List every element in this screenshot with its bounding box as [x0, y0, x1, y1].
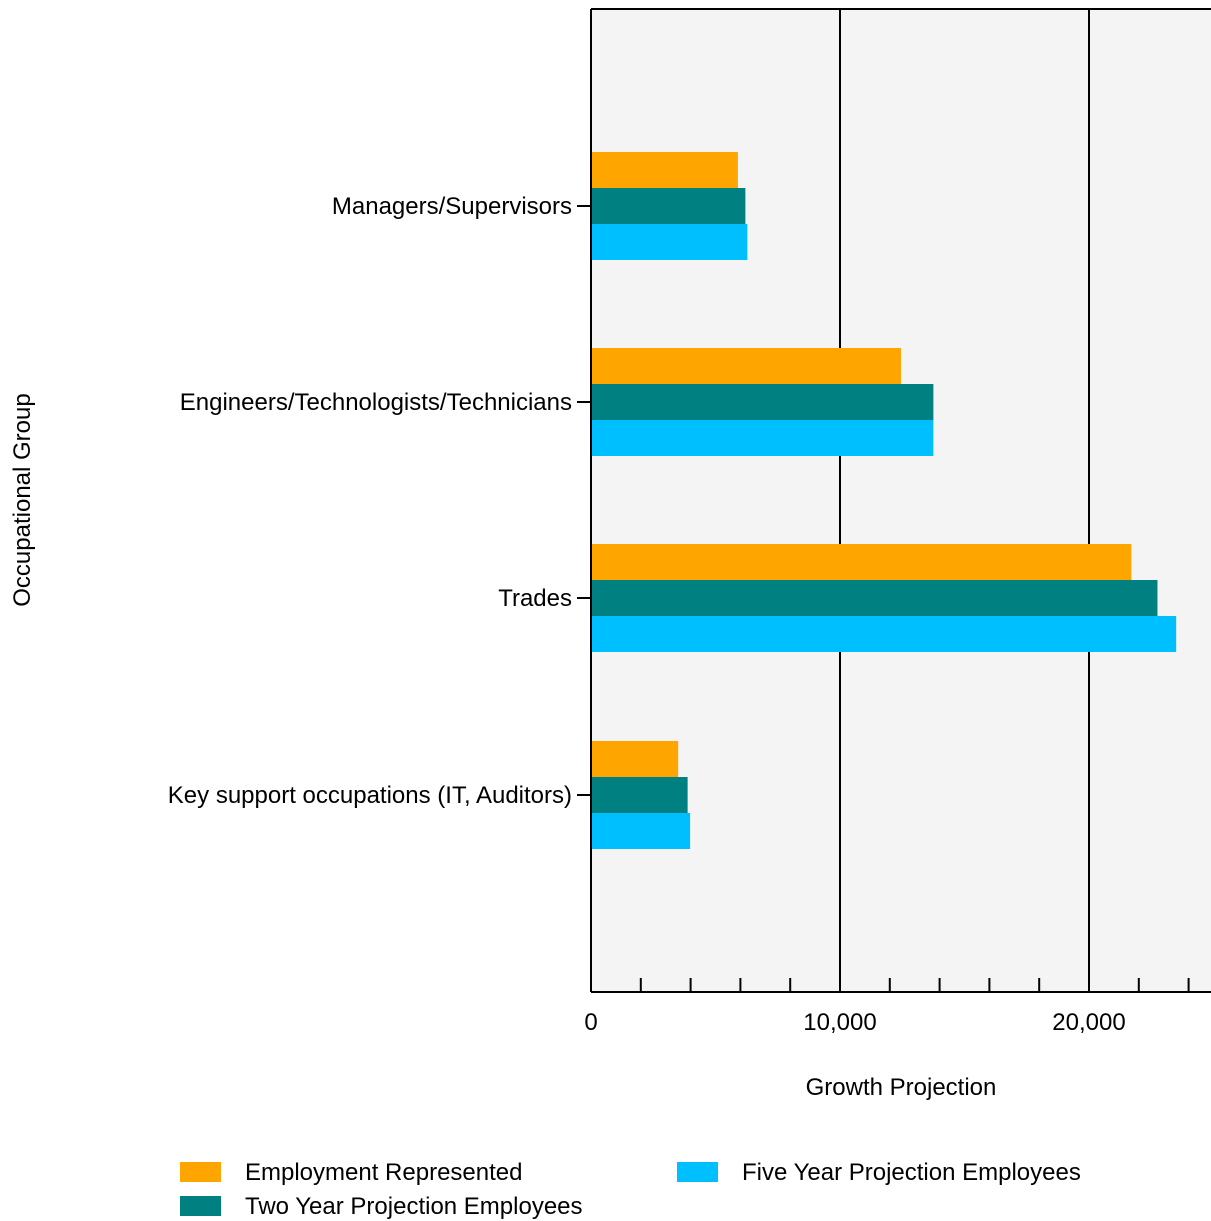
legend-swatch-2 — [677, 1162, 718, 1182]
bar-0-2 — [591, 224, 748, 260]
x-tick-label-0: 0 — [584, 1009, 597, 1036]
x-axis-title: Growth Projection — [806, 1074, 997, 1101]
x-tick-label-2: 20,000 — [1052, 1009, 1125, 1036]
legend-label-1: Two Year Projection Employees — [245, 1193, 583, 1220]
bars — [591, 152, 1177, 849]
legend-swatch-1 — [180, 1196, 221, 1216]
x-tick-label-1: 10,000 — [803, 1009, 876, 1036]
bar-1-0 — [591, 348, 902, 384]
legend-swatch-0 — [180, 1162, 221, 1182]
bar-2-2 — [591, 616, 1177, 652]
bar-2-0 — [591, 544, 1132, 580]
legend: Employment Represented Two Year Projectio… — [180, 1159, 1081, 1220]
bar-2-1 — [591, 580, 1158, 616]
bar-3-2 — [591, 813, 691, 849]
legend-label-0: Employment Represented — [245, 1159, 522, 1186]
bar-0-0 — [591, 152, 738, 188]
bar-1-2 — [591, 420, 934, 456]
category-labels: Managers/Supervisors Engineers/Technologi… — [168, 193, 591, 809]
category-label-1: Engineers/Technologists/Technicians — [180, 389, 572, 416]
bar-3-1 — [591, 777, 688, 813]
y-axis-title: Occupational Group — [9, 393, 36, 606]
category-label-2: Trades — [498, 585, 572, 612]
bar-3-0 — [591, 741, 679, 777]
category-label-3: Key support occupations (IT, Auditors) — [168, 782, 572, 809]
legend-label-2: Five Year Projection Employees — [742, 1159, 1081, 1186]
bar-0-1 — [591, 188, 746, 224]
bar-1-1 — [591, 384, 934, 420]
x-ticks: 0 10,000 20,000 — [584, 978, 1190, 1036]
category-label-0: Managers/Supervisors — [332, 193, 572, 220]
gridlines — [839, 9, 1090, 992]
